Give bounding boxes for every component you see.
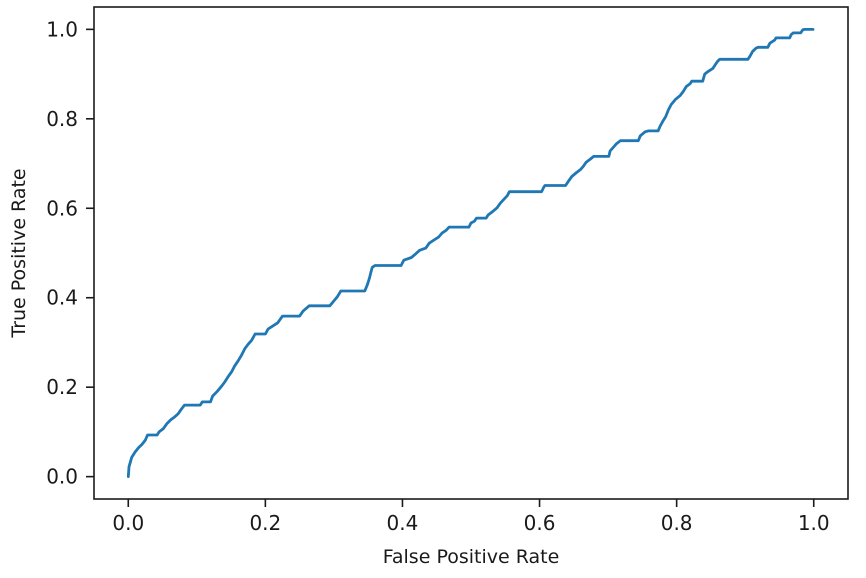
y-tick-label: 0.6 — [46, 196, 78, 220]
x-tick-label: 0.8 — [661, 511, 693, 535]
y-tick-label: 0.8 — [46, 107, 78, 131]
x-tick-label: 0.2 — [249, 511, 281, 535]
x-tick-label: 0.0 — [112, 511, 144, 535]
y-tick-label: 0.4 — [46, 286, 78, 310]
y-tick-label: 1.0 — [46, 17, 78, 41]
x-tick-label: 1.0 — [798, 511, 830, 535]
x-axis-label: False Positive Rate — [382, 546, 560, 568]
y-axis-label: True Positive Rate — [8, 168, 30, 338]
x-tick-label: 0.6 — [524, 511, 556, 535]
y-tick-label: 0.0 — [46, 465, 78, 489]
y-tick-label: 0.2 — [46, 375, 78, 399]
plot-area — [93, 6, 849, 500]
x-tick-label: 0.4 — [387, 511, 419, 535]
roc-curve-line — [126, 27, 815, 479]
